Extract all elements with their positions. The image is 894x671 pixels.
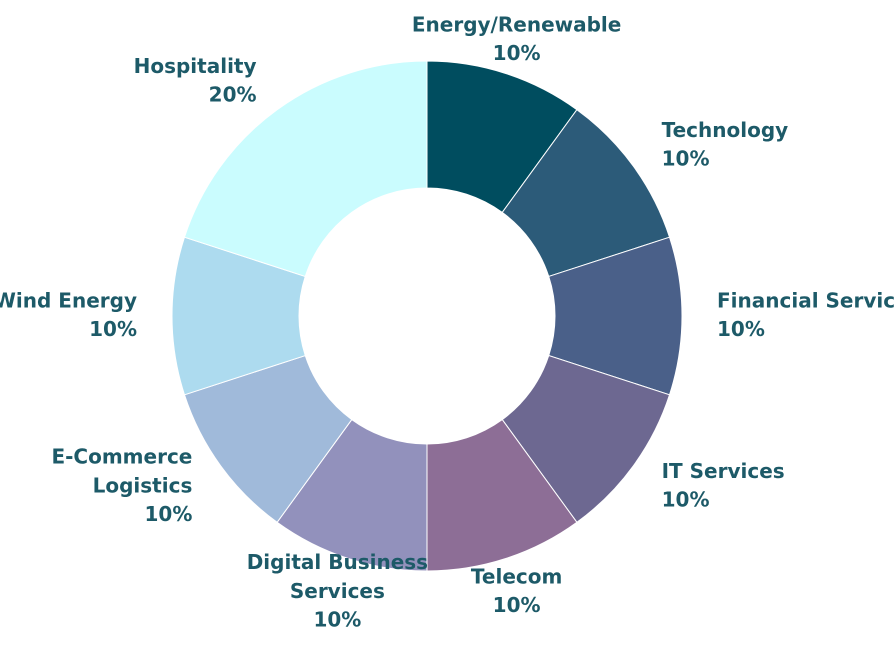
slice-value-label: 10% — [493, 41, 541, 65]
slice-value-label: 10% — [662, 147, 710, 171]
slice-label: Wind Energy — [0, 288, 137, 312]
slice-label: Digital Business Services — [247, 549, 428, 602]
slice-value-label: 10% — [145, 502, 193, 526]
donut-slice — [183, 60, 428, 278]
slice-value-label: 10% — [493, 593, 541, 617]
slice-value-label: 10% — [662, 487, 710, 511]
slice-label: E-Commerce Logistics — [51, 444, 192, 497]
slice-label: Financial Services — [717, 288, 894, 312]
slice-label: Telecom — [471, 564, 562, 588]
slice-label: Energy/Renewable — [412, 12, 621, 36]
slice-value-label: 10% — [717, 317, 765, 341]
slice-value-label: 10% — [313, 607, 361, 631]
slice-label: Hospitality — [134, 53, 257, 77]
slice-value-label: 10% — [89, 317, 137, 341]
slice-value-label: 20% — [209, 82, 257, 106]
slice-label: Technology — [662, 118, 789, 142]
slice-label: IT Services — [662, 458, 785, 482]
